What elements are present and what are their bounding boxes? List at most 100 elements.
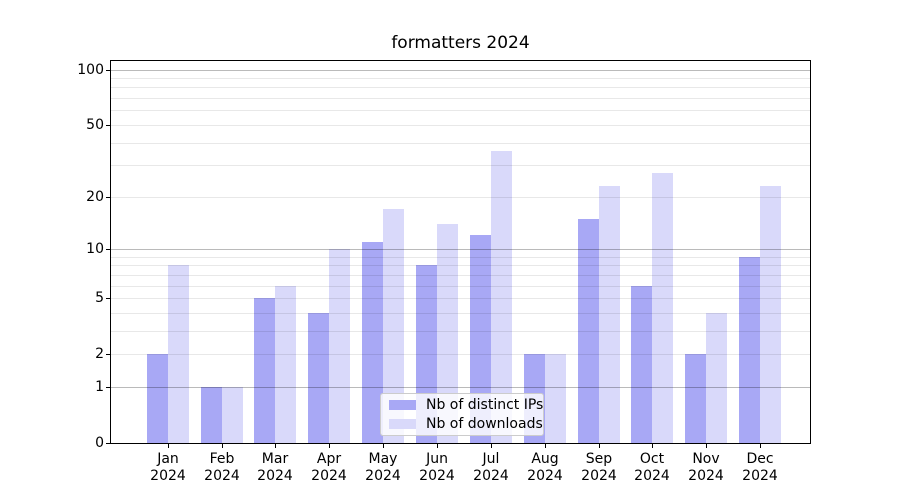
month-label: Mar: [261, 451, 289, 467]
year-label: 2024: [527, 468, 563, 484]
y-tick-2: [106, 354, 110, 355]
legend-item-distinct-ips: Nb of distinct IPs: [389, 397, 543, 413]
bar-distinct-ips-sep: [577, 219, 599, 443]
bar-downloads-nov: [706, 313, 728, 443]
x-tick-label-may: May 2024: [353, 451, 413, 485]
bar-distinct-ips-jan: [146, 354, 168, 443]
gridline-minor-90: [111, 78, 810, 79]
y-tick-label-10: 10: [86, 241, 104, 257]
y-tick-20: [106, 197, 110, 198]
bar-distinct-ips-feb: [200, 387, 222, 443]
month-label: Jun: [426, 451, 448, 467]
y-tick-label-0: 0: [95, 435, 104, 451]
legend-swatch-distinct-ips: [389, 400, 416, 410]
gridline-minor-50: [111, 125, 810, 126]
x-tick-label-jun: Jun 2024: [407, 451, 467, 485]
chart-title: formatters 2024: [391, 33, 530, 53]
x-tick-mar: [275, 444, 276, 448]
gridline-minor-2: [111, 354, 810, 355]
month-label: Sep: [585, 451, 613, 467]
x-tick-oct: [652, 444, 653, 448]
month-label: Aug: [531, 451, 559, 467]
x-tick-label-jul: Jul 2024: [461, 451, 521, 485]
x-tick-label-feb: Feb 2024: [192, 451, 252, 485]
gridline-major-10: [111, 249, 810, 250]
x-tick-apr: [329, 444, 330, 448]
legend-swatch-downloads: [389, 419, 416, 429]
gridline-minor-40: [111, 143, 810, 144]
x-tick-label-jan: Jan 2024: [138, 451, 198, 485]
y-tick-label-20: 20: [86, 189, 104, 205]
month-label: Apr: [316, 451, 342, 467]
x-tick-label-nov: Nov 2024: [676, 451, 736, 485]
legend-label-downloads: Nb of downloads: [426, 416, 543, 432]
bar-distinct-ips-mar: [254, 298, 276, 443]
year-label: 2024: [688, 468, 724, 484]
month-label: Jul: [482, 451, 500, 467]
year-label: 2024: [473, 468, 509, 484]
bar-downloads-jun: [436, 224, 458, 443]
x-tick-sep: [599, 444, 600, 448]
y-tick-10: [106, 249, 110, 250]
bar-downloads-jan: [167, 265, 189, 443]
bar-downloads-dec: [760, 186, 782, 443]
year-label: 2024: [419, 468, 455, 484]
gridline-minor-8: [111, 265, 810, 266]
x-tick-feb: [222, 444, 223, 448]
year-label: 2024: [742, 468, 778, 484]
y-tick-1: [106, 387, 110, 388]
bar-distinct-ips-jul: [469, 235, 491, 443]
month-label: Dec: [746, 451, 774, 467]
bar-distinct-ips-oct: [631, 286, 653, 443]
y-tick-5: [106, 298, 110, 299]
bar-downloads-oct: [652, 173, 674, 443]
x-tick-aug: [545, 444, 546, 448]
x-tick-label-dec: Dec 2024: [730, 451, 790, 485]
year-label: 2024: [311, 468, 347, 484]
x-tick-dec: [760, 444, 761, 448]
gridline-minor-4: [111, 313, 810, 314]
year-label: 2024: [634, 468, 670, 484]
gridline-minor-60: [111, 110, 810, 111]
x-tick-label-oct: Oct 2024: [622, 451, 682, 485]
year-label: 2024: [150, 468, 186, 484]
bar-downloads-mar: [275, 286, 297, 443]
month-label: Feb: [209, 451, 235, 467]
bar-downloads-jul: [490, 151, 512, 443]
bar-downloads-sep: [598, 186, 620, 443]
year-label: 2024: [365, 468, 401, 484]
gridline-minor-3: [111, 331, 810, 332]
y-tick-label-50: 50: [86, 117, 104, 133]
y-tick-label-1: 1: [95, 379, 104, 395]
year-label: 2024: [581, 468, 617, 484]
gridline-minor-7: [111, 275, 810, 276]
bar-downloads-apr: [329, 249, 351, 443]
gridline-minor-20: [111, 197, 810, 198]
x-tick-jan: [168, 444, 169, 448]
bar-downloads-aug: [544, 354, 566, 443]
y-tick-label-100: 100: [77, 62, 104, 78]
bar-downloads-feb: [221, 387, 243, 443]
y-tick-label-5: 5: [95, 290, 104, 306]
month-label: Oct: [639, 451, 665, 467]
x-tick-jun: [437, 444, 438, 448]
bar-distinct-ips-dec: [739, 257, 761, 443]
month-label: May: [368, 451, 398, 467]
legend-label-distinct-ips: Nb of distinct IPs: [426, 397, 544, 413]
bar-distinct-ips-may: [362, 242, 384, 443]
month-label: Jan: [157, 451, 179, 467]
legend: Nb of distinct IPs Nb of downloads: [380, 393, 544, 436]
gridline-minor-5: [111, 298, 810, 299]
year-label: 2024: [257, 468, 293, 484]
legend-item-downloads: Nb of downloads: [389, 416, 543, 432]
y-tick-100: [106, 70, 110, 71]
y-tick-50: [106, 125, 110, 126]
bar-downloads-may: [383, 209, 405, 443]
gridline-minor-30: [111, 165, 810, 166]
month-label: Nov: [692, 451, 720, 467]
gridline-major-1: [111, 387, 810, 388]
gridline-minor-80: [111, 87, 810, 88]
y-tick-0: [106, 443, 110, 444]
x-tick-jul: [491, 444, 492, 448]
gridline-major-100: [111, 70, 810, 71]
